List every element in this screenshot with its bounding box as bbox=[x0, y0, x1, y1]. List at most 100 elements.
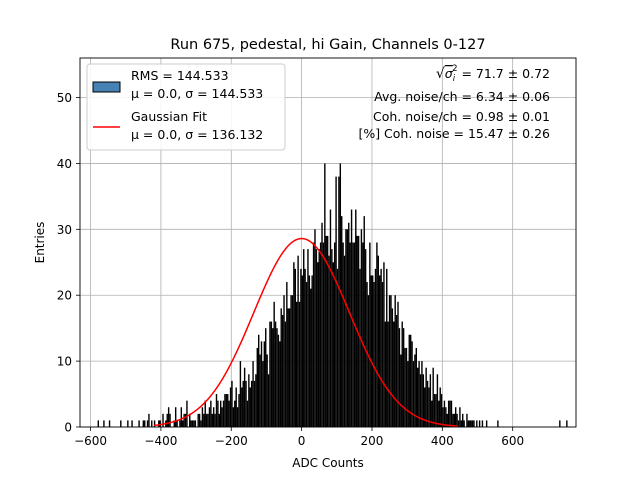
histogram-bar bbox=[131, 420, 133, 427]
histogram-bar bbox=[407, 361, 409, 427]
histogram-bar bbox=[329, 209, 332, 427]
histogram-bar bbox=[404, 347, 406, 427]
histogram-bar bbox=[376, 242, 378, 427]
histogram-bar bbox=[415, 347, 417, 427]
histogram-bar bbox=[283, 295, 285, 427]
histogram-bar bbox=[436, 374, 439, 427]
histogram-bar bbox=[191, 420, 194, 427]
x-tick-label: −400 bbox=[144, 434, 177, 448]
histogram-bar bbox=[173, 420, 175, 427]
sqrt-symbol: √ bbox=[436, 66, 445, 82]
histogram-bar bbox=[394, 295, 396, 427]
histogram-bar bbox=[314, 229, 316, 427]
histogram-bar bbox=[380, 268, 382, 427]
annotation-sigma: √σi2 = 71.7 ± 0.72 bbox=[436, 64, 550, 84]
histogram-bar bbox=[445, 407, 447, 427]
histogram-bar bbox=[400, 354, 402, 427]
histogram-bar bbox=[453, 413, 455, 427]
histogram-bar bbox=[401, 321, 403, 427]
histogram-bar bbox=[279, 341, 281, 427]
histogram-bar bbox=[388, 295, 391, 427]
histogram-bar bbox=[207, 413, 209, 427]
histogram-bar bbox=[315, 249, 318, 427]
histogram-bar bbox=[183, 413, 185, 427]
histogram-bar bbox=[293, 262, 295, 427]
histogram-bar bbox=[395, 314, 398, 427]
histogram-bar bbox=[158, 420, 160, 427]
histogram-bar bbox=[336, 268, 339, 427]
histogram-bar bbox=[253, 380, 256, 427]
histogram-bar bbox=[386, 268, 388, 427]
annotation-avg-noise: Avg. noise/ch = 6.34 ± 0.06 bbox=[374, 89, 550, 104]
histogram-bar bbox=[176, 420, 178, 427]
histogram-bar bbox=[248, 374, 250, 427]
histogram-bar bbox=[241, 387, 243, 427]
histogram-bar bbox=[108, 420, 111, 427]
histogram-bar bbox=[281, 314, 284, 427]
histogram-bar bbox=[364, 249, 367, 427]
y-tick-label: 50 bbox=[57, 91, 72, 105]
histogram-bar bbox=[439, 387, 441, 427]
y-tick-label: 20 bbox=[57, 289, 72, 303]
histogram-bar bbox=[265, 328, 267, 427]
histogram-bar bbox=[466, 413, 468, 427]
histogram-bar bbox=[197, 413, 199, 427]
y-tick-label: 10 bbox=[57, 355, 72, 369]
legend-box bbox=[86, 63, 286, 151]
histogram-bar bbox=[169, 413, 171, 427]
histogram-bar bbox=[186, 400, 188, 427]
histogram-bar bbox=[435, 394, 437, 427]
histogram-bar bbox=[153, 420, 156, 427]
histogram-bar bbox=[189, 413, 191, 427]
noise-annotations: √σi2 = 71.7 ± 0.72 Avg. noise/ch = 6.34 … bbox=[358, 64, 550, 141]
histogram-bar bbox=[402, 328, 405, 427]
histogram-bar bbox=[369, 242, 371, 427]
x-tick-label: 200 bbox=[361, 434, 384, 448]
histogram-bar bbox=[409, 334, 412, 427]
histogram-bar bbox=[308, 275, 311, 427]
histogram-bar bbox=[317, 262, 319, 427]
sigma-symbol: σ bbox=[445, 66, 454, 81]
histogram-bar bbox=[270, 321, 273, 427]
histogram-bar bbox=[225, 394, 228, 427]
histogram-bar bbox=[462, 413, 464, 427]
histogram-bar bbox=[370, 275, 372, 427]
histogram-bar bbox=[414, 354, 416, 427]
histogram-bar bbox=[431, 400, 433, 427]
histogram-bar bbox=[144, 420, 146, 427]
histogram-bar bbox=[424, 387, 426, 427]
histogram-bar bbox=[210, 400, 212, 427]
histogram-bar bbox=[276, 328, 278, 427]
histogram-bar bbox=[127, 420, 129, 427]
histogram-bar bbox=[473, 420, 475, 427]
histogram-bar bbox=[291, 295, 294, 427]
histogram-bar bbox=[212, 407, 215, 427]
histogram-bar bbox=[355, 209, 357, 427]
histogram-bar bbox=[303, 249, 305, 427]
histogram-bar bbox=[359, 268, 361, 427]
histogram-bar bbox=[222, 400, 225, 427]
x-tick-label: −200 bbox=[215, 434, 248, 448]
histogram-bar bbox=[454, 407, 457, 427]
histogram-bar bbox=[208, 407, 211, 427]
histogram-bar bbox=[419, 374, 422, 427]
histogram-bar bbox=[288, 308, 291, 427]
histogram-bar bbox=[252, 361, 254, 427]
histogram-bar bbox=[428, 387, 430, 427]
histogram-bar bbox=[205, 413, 208, 427]
histogram-bar bbox=[167, 407, 170, 427]
annotation-coh-percent: [%] Coh. noise = 15.47 ± 0.26 bbox=[358, 126, 550, 141]
histogram-bar bbox=[214, 413, 216, 427]
histogram-bar bbox=[267, 374, 270, 427]
histogram-bar bbox=[239, 361, 242, 427]
histogram-bar bbox=[478, 420, 481, 427]
histogram-bar bbox=[142, 420, 145, 427]
x-axis-ticks: −600 −400 −200 0 200 400 600 bbox=[74, 427, 524, 448]
histogram-bar bbox=[485, 420, 488, 427]
histogram-bar bbox=[307, 249, 309, 427]
histogram-bar bbox=[262, 361, 264, 427]
histogram-bar bbox=[256, 347, 258, 427]
chart-title: Run 675, pedestal, hi Gain, Channels 0-1… bbox=[170, 37, 485, 53]
histogram-bar bbox=[235, 387, 237, 427]
